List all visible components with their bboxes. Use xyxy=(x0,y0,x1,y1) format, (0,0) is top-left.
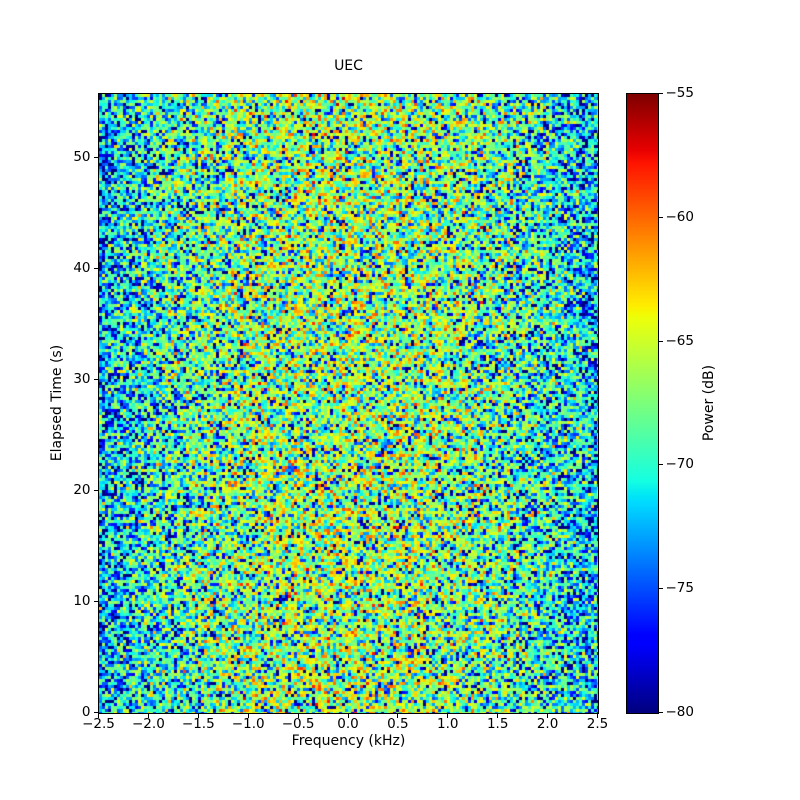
x-tick-mark xyxy=(447,713,449,718)
y-tick-mark xyxy=(94,712,98,713)
y-tick-mark xyxy=(94,379,98,381)
x-tick-label: 1.0 xyxy=(437,716,459,732)
colorbar-tick-label: −75 xyxy=(665,580,695,597)
colorbar-tick-label: −80 xyxy=(665,704,695,720)
x-tick-label: −1.5 xyxy=(181,716,215,732)
x-tick-mark xyxy=(247,713,249,718)
x-tick-label: −2.0 xyxy=(132,716,165,732)
x-tick-label: 0.0 xyxy=(337,716,359,732)
x-tick-label: 2.0 xyxy=(536,716,559,732)
y-tick-label: 20 xyxy=(73,482,91,499)
x-tick-mark xyxy=(297,713,299,718)
colorbar-label: Power (dB) xyxy=(701,364,717,442)
x-tick-label: 0.5 xyxy=(387,716,409,732)
x-axis-label: Frequency (kHz) xyxy=(291,733,406,749)
colorbar-tick-mark xyxy=(658,464,663,466)
colorbar-tick-mark xyxy=(658,340,663,342)
colorbar-tick-label: −60 xyxy=(665,208,695,225)
colorbar-tick-label: −55 xyxy=(665,85,695,101)
y-tick-label: 40 xyxy=(73,260,91,277)
colorbar-tick-label: −70 xyxy=(665,456,695,473)
x-tick-mark xyxy=(147,713,149,718)
y-tick-mark xyxy=(94,268,98,270)
x-tick-mark xyxy=(347,713,349,718)
y-tick-mark xyxy=(94,490,98,492)
colorbar-tick-label: −65 xyxy=(665,332,695,349)
plot-area xyxy=(98,93,599,714)
colorbar-tick-mark xyxy=(658,216,663,218)
x-tick-mark xyxy=(547,713,549,718)
colorbar-tick-mark xyxy=(658,93,663,94)
colorbar xyxy=(626,93,659,714)
colorbar-tick-mark xyxy=(658,712,663,713)
spectrogram-heatmap xyxy=(99,94,598,713)
y-tick-mark xyxy=(94,157,98,159)
x-tick-label: 1.5 xyxy=(486,716,509,732)
title-line-main: UEC xyxy=(334,58,363,74)
y-axis-label: Elapsed Time (s) xyxy=(49,344,65,462)
x-tick-label: 2.5 xyxy=(586,716,609,732)
y-tick-label: 10 xyxy=(73,593,91,610)
x-tick-label: −2.5 xyxy=(82,716,115,732)
colorbar-gradient xyxy=(627,94,658,713)
y-tick-label: 0 xyxy=(81,704,91,720)
y-tick-label: 50 xyxy=(73,149,91,166)
x-tick-mark xyxy=(497,713,499,718)
x-tick-mark xyxy=(397,713,399,718)
x-tick-label: −0.5 xyxy=(281,716,315,732)
x-tick-mark xyxy=(597,713,598,718)
x-tick-mark xyxy=(98,713,99,718)
y-tick-label: 30 xyxy=(73,371,91,388)
y-tick-mark xyxy=(94,601,98,603)
colorbar-tick-mark xyxy=(658,588,663,590)
x-tick-label: −1.0 xyxy=(231,716,265,732)
x-tick-mark xyxy=(197,713,199,718)
